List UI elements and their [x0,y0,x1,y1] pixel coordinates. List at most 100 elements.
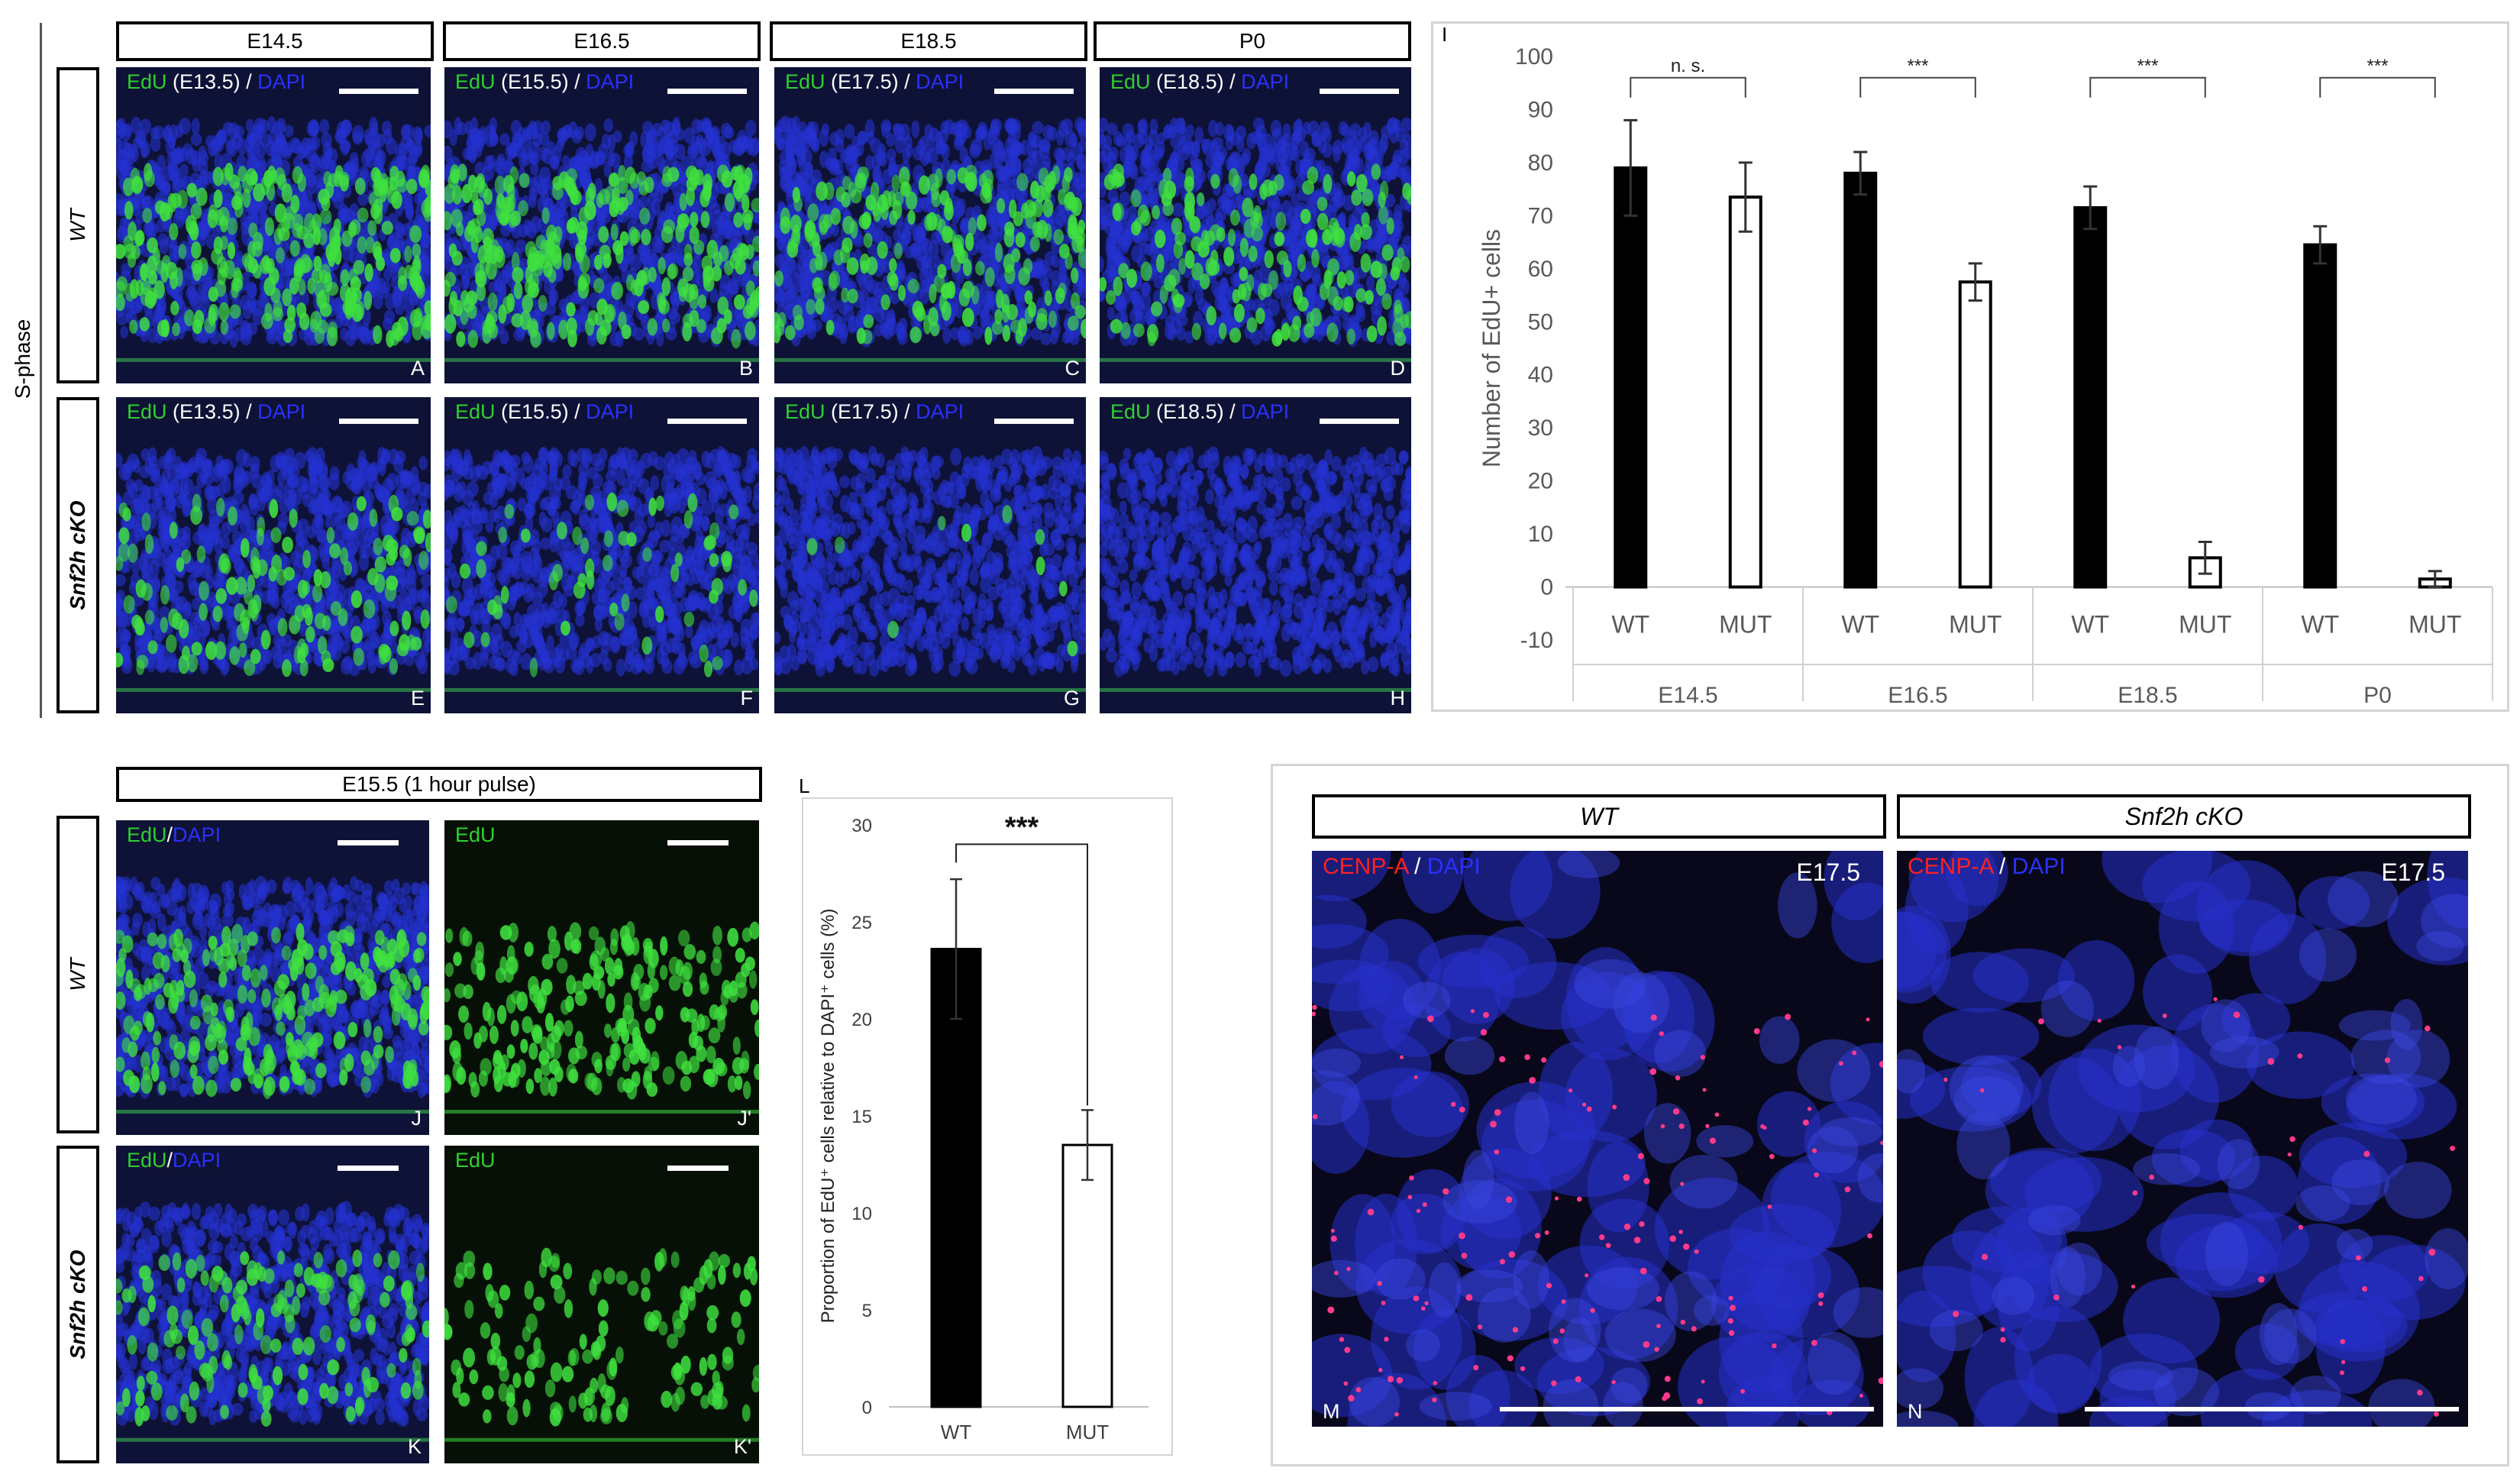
panel-letter-l: L [799,774,809,797]
y-tick-label: 30 [1528,415,1553,441]
stage-label: E17.5 [2381,858,2445,886]
micrograph-panel-d: EdU (E18.5) / DAPI D [1100,67,1411,383]
scale-bar [1320,419,1399,424]
x-category-label: WT [2301,611,2339,639]
y-tick-label: 20 [1528,469,1553,494]
significance-bracket [2319,76,2436,98]
separator: / [1992,854,2012,879]
panel-letter: N [1908,1400,1923,1423]
separator: / [246,70,258,93]
scale-bar [339,419,418,424]
pulse-title: E15.5 (1 hour pulse) [116,767,762,802]
scale-bar [338,840,399,845]
micrograph-panel-g: EdU (E17.5) / DAPI G [774,397,1086,713]
panel-letter: G [1063,687,1080,710]
scale-bar [2085,1407,2459,1411]
significance-bracket [955,843,1088,1106]
separator: / [246,400,258,423]
panel-caption: EdU [455,823,496,847]
dapi-label: DAPI [916,400,964,423]
scale-bar [667,840,729,845]
x-category-label: WT [2071,611,2109,639]
edu-label: EdU [1110,70,1151,93]
separator: / [1229,400,1242,423]
panel-caption: EdU (E17.5) / DAPI [785,400,964,424]
s-phase-bracket-line [40,23,42,718]
y-tick-label: 40 [1528,363,1553,388]
bar-mut-e16-5 [1958,280,1992,589]
micrograph-texture [444,1146,759,1463]
micrograph-texture [444,397,759,713]
error-bar [1968,262,1982,302]
edu-proportion-bar-chart: L 0 5 10 15 20 25 30 Proportion of EdU⁺ cells r… [799,774,1149,1444]
y-tick-label: 50 [1528,309,1553,335]
edu-label: EdU [455,400,496,423]
micrograph-texture [774,67,1086,383]
dapi-label: DAPI [173,1149,221,1172]
error-bar [2198,541,2212,575]
y-tick-label: 60 [1528,257,1553,282]
micrograph-panel-k-prime: EdU K' [444,1146,759,1463]
edu-label: EdU [455,823,496,846]
panel-letter-i: I [1442,23,1447,46]
micrograph-texture [116,1146,429,1463]
y-tick-label: 5 [862,1301,872,1321]
x-category-label: MUT [2409,611,2461,639]
edu-label: EdU [127,1149,167,1172]
significance-bracket [2089,76,2206,98]
dapi-label: DAPI [586,400,635,423]
panel-letter: K [407,1435,422,1458]
micrograph-texture [1897,851,2468,1427]
age-label: (E18.5) [1150,400,1230,423]
micrograph-panel-f: EdU (E15.5) / DAPI F [444,397,759,713]
panel-letter: A [410,357,425,380]
scale-bar [667,1166,729,1171]
separator: / [166,823,173,846]
micrograph-panel-j-prime: EdU J' [444,820,759,1135]
cenp-column-label-snf2h-cko: Snf2h cKO [1897,794,2471,839]
y-tick-label: 100 [1515,44,1553,70]
dapi-label: DAPI [257,70,306,93]
edu-label: EdU [127,70,167,93]
x-group-label: P0 [2363,683,2392,708]
dapi-label: DAPI [1241,70,1290,93]
micrograph-panel-a: EdU (E13.5) / DAPI A [116,67,431,383]
x-category-label: MUT [1719,611,1772,639]
scale-bar [1320,89,1399,94]
panel-letter: C [1065,357,1081,380]
separator: / [904,400,916,423]
edu-label: EdU [127,400,167,423]
error-bar [1738,161,1753,233]
x-group-label: E16.5 [1888,683,1947,708]
dapi-label: DAPI [916,70,964,93]
significance-label: n. s. [1671,56,1705,76]
micrograph-texture [1100,67,1411,383]
bar-mut-e14-5 [1728,196,1762,589]
edu-label: EdU [127,823,167,846]
bar-wt-p0 [2303,243,2337,589]
micrograph-texture [1100,397,1411,713]
bar-mut [1061,1143,1113,1408]
panel-caption: EdU (E13.5) / DAPI [127,70,305,94]
y-tick-label: 20 [851,1010,872,1030]
y-tick-label: 25 [851,913,872,933]
scale-bar [338,1166,399,1171]
panel-letter: F [740,687,754,710]
significance-bracket [1630,76,1746,98]
error-bar [1623,118,1638,217]
age-label: (E13.5) [166,400,247,423]
bar-wt-e16-5 [1843,171,1878,589]
error-bar [2428,570,2442,589]
panel-caption: CENP-A / DAPI [1323,854,1481,880]
x-category-label: MUT [1066,1421,1109,1444]
micrograph-panel-c: EdU (E17.5) / DAPI C [774,67,1086,383]
micrograph-panel-e: EdU (E13.5) / DAPI E [116,397,431,713]
panel-letter: H [1390,687,1406,710]
pulse-row-label-wt: WT [57,816,99,1133]
scale-bar [339,89,418,94]
micrograph-texture [116,397,431,713]
dapi-label: DAPI [1241,400,1290,423]
micrograph-panel-j: EdU/DAPI J [116,820,429,1135]
panel-caption: EdU/DAPI [127,1149,221,1172]
x-category-label: WT [1841,611,1879,639]
